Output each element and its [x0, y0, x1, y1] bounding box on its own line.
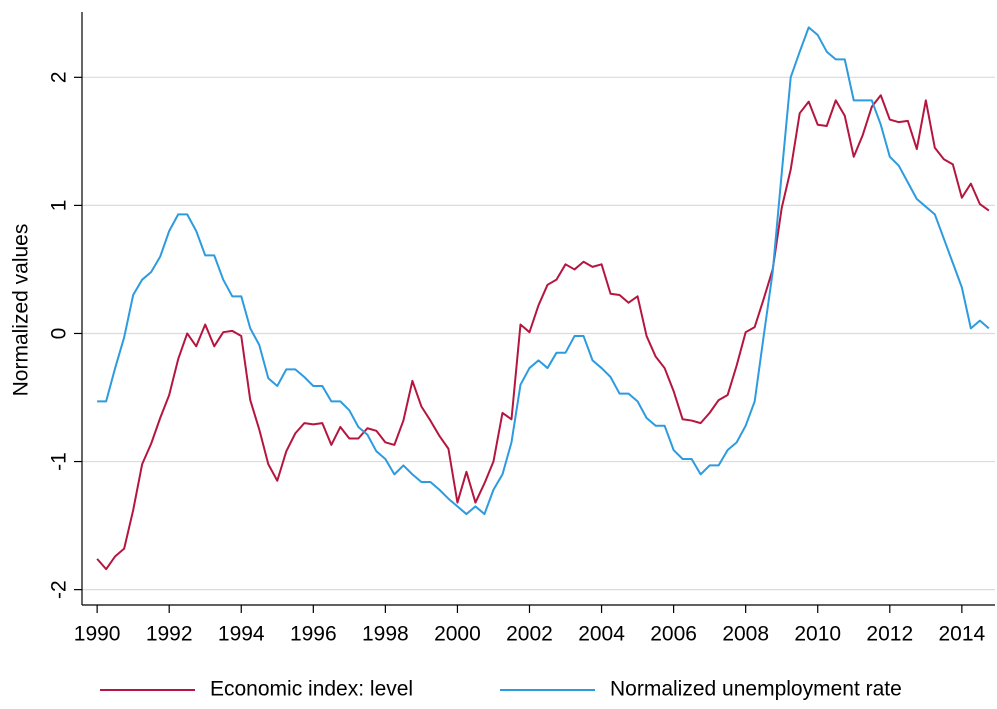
x-tick-label: 1990 [74, 623, 121, 646]
y-tick-label: 1 [48, 200, 71, 212]
x-tick-label: 2008 [722, 623, 769, 646]
x-tick-label: 2006 [650, 623, 697, 646]
x-tick-label: 1996 [290, 623, 337, 646]
x-tick-label: 2012 [866, 623, 913, 646]
x-tick-label: 2014 [938, 623, 985, 646]
legend-label: Economic index: level [210, 678, 413, 701]
x-tick-label: 2000 [434, 623, 481, 646]
y-tick-label: -1 [48, 452, 71, 471]
legend-label: Normalized unemployment rate [610, 678, 902, 701]
data-line [96, 94, 990, 571]
x-tick-label: 1992 [146, 623, 193, 646]
x-tick-label: 2004 [578, 623, 625, 646]
y-axis-label: Normalized values [10, 224, 33, 397]
x-tick-label: 2010 [794, 623, 841, 646]
x-tick-label: 1998 [362, 623, 409, 646]
y-tick-label: 0 [48, 328, 71, 340]
data-line [97, 26, 990, 516]
y-tick-label: 2 [48, 71, 71, 83]
y-tick-label: -2 [48, 580, 71, 599]
x-tick-label: 1994 [218, 623, 265, 646]
x-tick-label: 2002 [506, 623, 553, 646]
